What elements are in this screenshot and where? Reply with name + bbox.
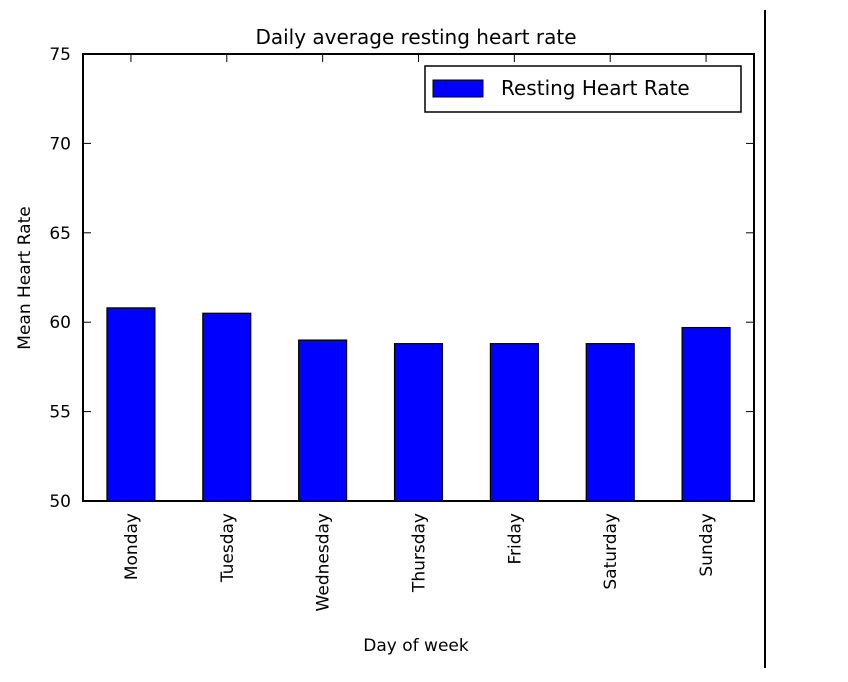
x-tick-label: Saturday <box>601 513 621 590</box>
bar-friday <box>489 343 539 502</box>
bar-series <box>106 307 731 502</box>
x-tick-label: Wednesday <box>314 513 334 611</box>
y-tick-label: 55 <box>49 403 71 423</box>
legend-label: Resting Heart Rate <box>501 76 690 100</box>
x-axis-label: Day of week <box>363 636 469 656</box>
y-axis-ticks: 50 55 60 65 70 75 <box>49 45 754 512</box>
bar-wednesday <box>298 339 348 502</box>
x-tick-label: Friday <box>505 513 525 565</box>
x-tick-label: Sunday <box>697 513 717 577</box>
y-tick-label: 70 <box>49 134 71 154</box>
legend-swatch <box>432 79 484 98</box>
y-tick-label: 65 <box>49 224 71 244</box>
y-tick-label: 60 <box>49 313 71 333</box>
bar-thursday <box>393 343 444 502</box>
x-tick-label: Tuesday <box>218 513 238 583</box>
bar-sunday <box>681 326 731 502</box>
x-tick-label: Monday <box>122 513 142 580</box>
x-axis-ticks: Monday Tuesday Wednesday Thursday Friday Satu… <box>122 54 717 611</box>
bar-tuesday <box>202 312 252 502</box>
y-axis-label: Mean Heart Rate <box>15 206 35 349</box>
y-tick-label: 75 <box>49 45 71 65</box>
chart-title: Daily average resting heart rate <box>255 25 576 49</box>
x-tick-label: Thursday <box>410 513 430 593</box>
y-tick-label: 50 <box>49 492 71 512</box>
divider-line <box>764 10 766 668</box>
bar-monday <box>106 307 156 502</box>
bar-saturday <box>585 343 635 502</box>
legend: Resting Heart Rate <box>424 65 742 113</box>
